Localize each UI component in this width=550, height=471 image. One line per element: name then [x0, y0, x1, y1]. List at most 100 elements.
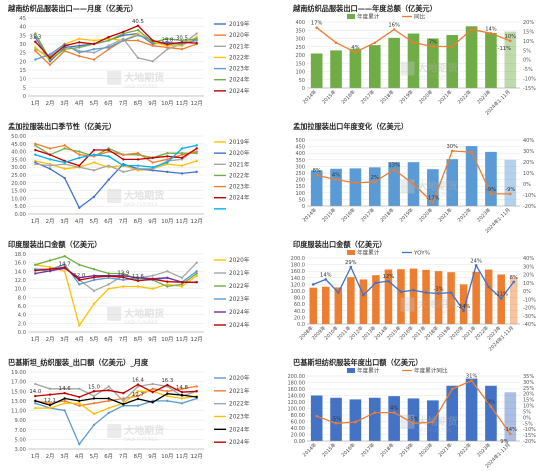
data-point	[122, 391, 125, 395]
x-tick-label: 4月	[75, 336, 84, 343]
y-tick-label: 0.0	[297, 322, 305, 328]
data-point	[92, 423, 96, 427]
data-point	[166, 151, 169, 155]
yoy-point	[449, 291, 453, 294]
y-tick-label: 35.00	[11, 157, 26, 163]
series-line-2	[35, 383, 197, 402]
legend-label: 2023年	[229, 65, 250, 73]
yoy-point	[392, 28, 396, 31]
data-point	[78, 164, 81, 167]
watermark-en: DADI FUTURES	[124, 437, 158, 443]
yoy-point	[489, 405, 493, 409]
data-point	[195, 385, 198, 388]
data-point	[122, 170, 125, 174]
data-point	[63, 399, 66, 403]
x-tick-label: 4月	[75, 100, 84, 107]
y-tick-label: 20.00	[291, 433, 305, 439]
data-point	[92, 195, 96, 199]
y2-tick-label: -10%	[523, 297, 536, 303]
x-tick-label: 2023年	[475, 206, 492, 223]
data-point	[34, 40, 37, 43]
y-tick-label: 25.00	[11, 173, 26, 179]
y-tick-label: 13.00	[11, 399, 26, 405]
yoy-point	[509, 39, 512, 43]
data-point	[180, 156, 184, 160]
y-tick-label: 250	[295, 171, 305, 177]
y-tick-label: 100.00	[288, 407, 306, 413]
bar	[334, 287, 343, 324]
yoy-point	[499, 297, 503, 300]
data-point	[63, 167, 66, 170]
x-tick-label: 2016年	[340, 206, 357, 223]
data-point	[195, 32, 198, 35]
legend-label: 同比	[414, 13, 426, 21]
data-point	[166, 394, 169, 398]
chart-1: 越南纺织品服装出口——年度总额（亿美元） 0 50 100 150 200 250 300 35…	[292, 4, 536, 117]
data-label: 12.7	[132, 392, 144, 398]
chart-title: 孟加拉服装出口季节性（亿美元）	[8, 122, 116, 131]
watermark-en: DADI FUTURES	[124, 84, 158, 90]
data-point	[63, 270, 66, 273]
data-point	[151, 287, 154, 290]
data-point	[136, 167, 140, 170]
x-tick-label: 12月	[191, 453, 203, 460]
data-point	[92, 169, 96, 172]
yoy-point	[462, 309, 465, 313]
data-point	[78, 324, 81, 327]
y-tick-label: 120.00	[288, 400, 306, 406]
yoy-point	[431, 201, 435, 204]
y2-tick-label: -15%	[523, 433, 536, 439]
data-label: 40.5	[132, 19, 144, 25]
data-point	[92, 397, 96, 400]
yoy-point	[512, 280, 516, 284]
yoy-point	[474, 264, 478, 267]
y-tick-label: 3.00	[14, 447, 26, 453]
data-point	[92, 302, 96, 306]
bar	[409, 268, 418, 324]
x-tick-label: 9月	[148, 453, 157, 460]
x-tick-label: 8月	[134, 336, 143, 343]
data-point	[63, 263, 66, 267]
yoy-point	[354, 50, 357, 54]
watermark-en: DADI FUTURES	[418, 311, 452, 317]
data-point	[107, 399, 110, 403]
yoy-point	[399, 290, 403, 294]
yoy-point	[337, 291, 340, 294]
data-point	[107, 406, 110, 410]
bar	[407, 398, 420, 441]
data-point	[180, 283, 184, 286]
x-tick-label: 8月	[134, 100, 143, 107]
yoy-point	[373, 180, 377, 184]
yoy-label: 17%	[311, 21, 323, 27]
y2-tick-label: 0%	[523, 415, 531, 421]
x-tick-label: 2020年	[417, 88, 434, 105]
watermark-logo	[107, 306, 122, 321]
watermark-cn: 大地期货	[124, 424, 164, 437]
data-point	[107, 283, 110, 286]
y-tick-label: 20	[19, 59, 26, 65]
chart-title: 印度服装出口金额（亿美元）	[8, 240, 101, 249]
yoy-label: -24%	[457, 304, 470, 310]
bar	[349, 168, 362, 206]
y2-tick-label: -5%	[523, 67, 533, 73]
yoy-label: -9%	[505, 187, 515, 193]
watermark-cn: 大地期货	[124, 71, 164, 84]
data-point	[195, 41, 198, 45]
y-tick-label: 14.0	[14, 269, 26, 275]
x-tick-label: 2月	[46, 453, 55, 460]
x-tick-label: 7月	[119, 100, 128, 107]
bar	[388, 396, 400, 441]
data-label: 12.6	[132, 274, 145, 280]
data-point	[63, 254, 66, 258]
y-tick-label: 30	[19, 42, 26, 48]
data-point	[195, 147, 198, 150]
yoy-label: 8%	[313, 168, 321, 174]
data-point	[34, 58, 37, 61]
legend-label: 2024年	[229, 425, 250, 433]
chart-4: 印度服装出口金额（亿美元） 0.0 2.0 4.0 6.0 8.0 10.0 12.0 14.0…	[8, 240, 250, 343]
y2-tick-label: 0%	[523, 182, 531, 188]
extra-label: -11%	[498, 46, 511, 52]
y-tick-label: 150	[295, 61, 305, 67]
bar	[509, 277, 518, 324]
y2-tick-label: 15%	[523, 398, 534, 404]
